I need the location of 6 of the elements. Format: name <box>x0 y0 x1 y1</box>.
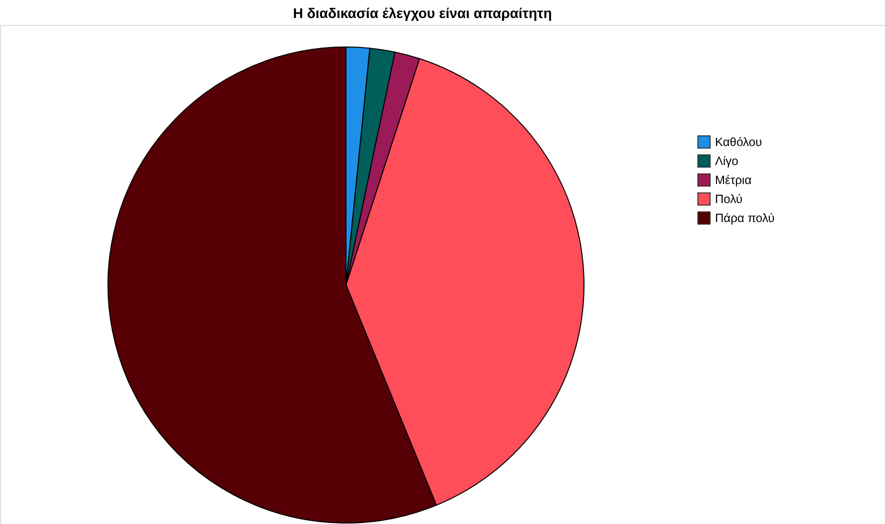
chart-title: Η διαδικασία έλεγχου είναι απαραίτητη <box>293 5 552 21</box>
legend-label: Πολύ <box>715 192 742 206</box>
legend-label: Καθόλου <box>715 135 762 149</box>
legend-label: Μέτρια <box>715 173 752 187</box>
legend-label: Πάρα πολύ <box>715 211 775 225</box>
legend-label: Λίγο <box>715 154 739 168</box>
